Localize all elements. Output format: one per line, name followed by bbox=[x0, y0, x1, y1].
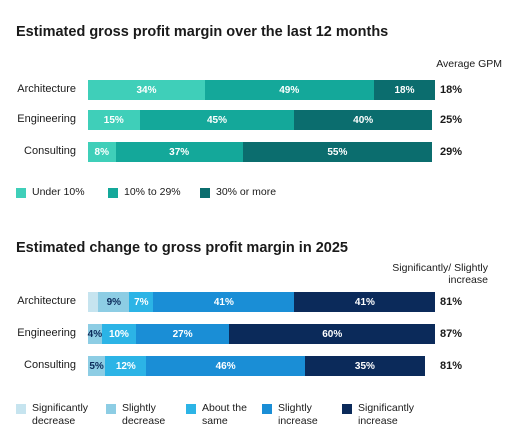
legend-label: Significantly increase bbox=[358, 402, 415, 427]
category-label: Consulting bbox=[24, 359, 76, 371]
legend-label: 10% to 29% bbox=[124, 186, 181, 198]
side-value: 87% bbox=[440, 328, 463, 340]
bar-segment: 55% bbox=[242, 142, 432, 162]
value-label: 45% bbox=[206, 114, 227, 126]
legend-label: Under 10% bbox=[32, 186, 85, 198]
legend-swatch bbox=[16, 404, 26, 414]
value-label: 7% bbox=[134, 296, 149, 308]
legend-swatch bbox=[200, 188, 210, 198]
bar-segment: 46% bbox=[146, 356, 305, 376]
legend-label: 30% or more bbox=[216, 186, 277, 198]
bar-segment: 9% bbox=[98, 292, 130, 312]
value-label: 18% bbox=[394, 84, 415, 96]
bar-segment: 41% bbox=[153, 292, 295, 312]
bar-segment: 35% bbox=[304, 356, 426, 376]
category-label: Architecture bbox=[17, 83, 76, 95]
side-value: 81% bbox=[440, 296, 463, 308]
side-value: 29% bbox=[440, 146, 463, 158]
side-value: 81% bbox=[440, 360, 463, 372]
value-label: 46% bbox=[215, 360, 236, 372]
side-header: Average GPM bbox=[436, 58, 502, 70]
bar-segment: 49% bbox=[204, 80, 374, 100]
side-value: 25% bbox=[440, 114, 463, 126]
bar-segment: 18% bbox=[373, 80, 436, 100]
legend-swatch bbox=[108, 188, 118, 198]
bar-segment: 5% bbox=[88, 356, 106, 376]
legend-label: About the same bbox=[202, 402, 247, 427]
category-label: Architecture bbox=[17, 295, 76, 307]
value-label: 41% bbox=[213, 296, 234, 308]
bar-segment: 60% bbox=[229, 324, 436, 344]
side-header: Significantly/ Slightly increase bbox=[392, 262, 488, 286]
legend-label: Slightly increase bbox=[278, 402, 318, 427]
category-label: Engineering bbox=[17, 327, 76, 339]
bar-segment bbox=[88, 292, 99, 312]
value-label: 10% bbox=[108, 328, 129, 340]
category-label: Engineering bbox=[17, 113, 76, 125]
legend-swatch bbox=[106, 404, 116, 414]
bar-segment: 37% bbox=[115, 142, 243, 162]
value-label: 49% bbox=[279, 84, 300, 96]
bar-segment: 41% bbox=[294, 292, 436, 312]
value-label: 34% bbox=[136, 84, 157, 96]
chart-title: Estimated gross profit margin over the l… bbox=[16, 24, 389, 40]
bar-segment: 15% bbox=[88, 110, 140, 130]
value-label: 15% bbox=[103, 114, 124, 126]
value-label: 12% bbox=[115, 360, 136, 372]
value-label: 37% bbox=[169, 146, 190, 158]
value-label: 35% bbox=[354, 360, 375, 372]
legend-swatch bbox=[186, 404, 196, 414]
value-label: 60% bbox=[322, 328, 343, 340]
bar-segment: 8% bbox=[88, 142, 116, 162]
bar-segment: 45% bbox=[139, 110, 295, 130]
side-value: 18% bbox=[440, 84, 463, 96]
chart-title: Estimated change to gross profit margin … bbox=[16, 240, 348, 256]
value-label: 55% bbox=[327, 146, 348, 158]
legend-label: Slightly decrease bbox=[122, 402, 166, 427]
bar-segment: 40% bbox=[294, 110, 432, 130]
category-label: Consulting bbox=[24, 145, 76, 157]
bar-segment: 4% bbox=[88, 324, 102, 344]
legend-swatch bbox=[342, 404, 352, 414]
value-label: 40% bbox=[353, 114, 374, 126]
value-label: 9% bbox=[106, 296, 122, 308]
bar-segment: 7% bbox=[129, 292, 154, 312]
legend-swatch bbox=[16, 188, 26, 198]
value-label: 41% bbox=[354, 296, 375, 308]
value-label: 5% bbox=[89, 360, 104, 372]
bar-segment: 10% bbox=[101, 324, 137, 344]
legend-label: Significantly decrease bbox=[32, 402, 89, 427]
value-label: 4% bbox=[87, 328, 103, 340]
bar-segment: 12% bbox=[105, 356, 147, 376]
value-label: 27% bbox=[172, 328, 193, 340]
value-label: 8% bbox=[94, 146, 109, 158]
bar-segment: 34% bbox=[88, 80, 205, 100]
bar-segment: 27% bbox=[136, 324, 230, 344]
legend-swatch bbox=[262, 404, 272, 414]
